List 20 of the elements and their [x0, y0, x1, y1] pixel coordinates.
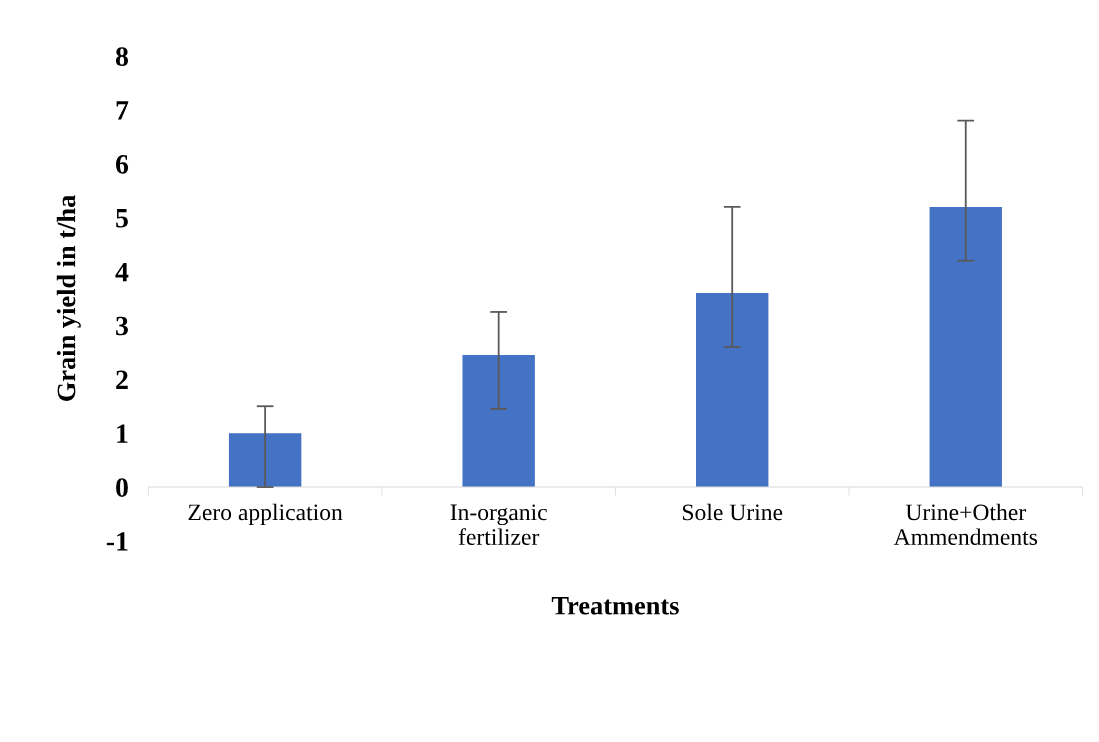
y-tick-label: 8	[115, 47, 128, 66]
y-tick-label: 3	[116, 316, 128, 336]
x-tick-label: In-organic fertilizer	[450, 504, 547, 546]
y-tick-label: 7	[116, 101, 129, 120]
y-tick-label: 6	[115, 155, 129, 174]
bar	[228, 433, 302, 488]
y-axis-title: Grain yield in t/ha	[56, 195, 81, 401]
x-axis-title: Treatments	[551, 597, 679, 615]
y-tick-label: 0	[116, 478, 128, 497]
y-tick-label: 5	[116, 209, 128, 228]
bar	[696, 293, 769, 488]
x-tick-label: Zero application	[188, 503, 343, 526]
y-tick-label: -1	[106, 532, 128, 551]
x-tick-label: Sole Urine	[682, 503, 783, 521]
bar	[929, 206, 1002, 488]
bar	[462, 355, 535, 488]
x-tick-label: Urine+Other Ammendments	[893, 503, 1038, 546]
y-tick-label: 2	[116, 370, 128, 389]
y-tick-label: 1	[117, 424, 128, 443]
y-tick-label: 4	[115, 262, 129, 282]
